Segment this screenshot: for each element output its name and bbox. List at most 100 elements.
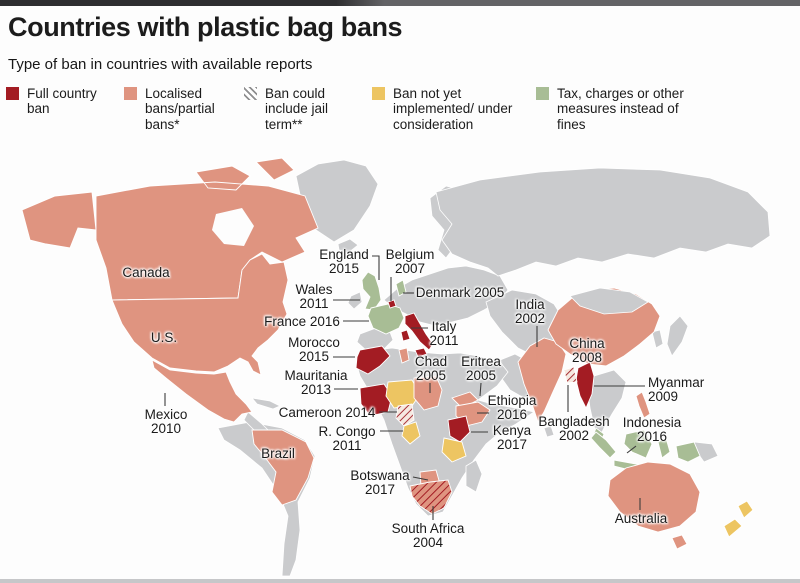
legend-label: Ban not yet implemented/ under considera… bbox=[393, 86, 513, 132]
country-tanzania bbox=[441, 437, 467, 463]
country-south-africa bbox=[409, 479, 453, 515]
country-label-year: 2002 bbox=[514, 311, 546, 327]
country-kenya bbox=[447, 415, 471, 443]
map-label-mauritania: Mauritania 2013 bbox=[284, 368, 348, 398]
map-label-england: England 2015 bbox=[319, 247, 369, 277]
map-label-china: China 2008 bbox=[569, 336, 605, 366]
country-label-name: R. Congo bbox=[318, 424, 376, 439]
country-label-name: U.S. bbox=[150, 330, 178, 345]
country-label-name: Denmark 2005 bbox=[415, 285, 505, 300]
full-ban-swatch-icon bbox=[6, 87, 19, 100]
map-label-australia: Australia bbox=[614, 511, 668, 526]
legend-item-jail-term: Ban could include jail term** bbox=[244, 86, 351, 132]
country-label-name: Chad bbox=[414, 354, 448, 369]
country-tunisia bbox=[398, 347, 410, 364]
legend: Full country ban Localised bans/partial … bbox=[0, 86, 800, 146]
country-label-name: Botswana bbox=[350, 468, 410, 483]
map-label-brazil: Brazil bbox=[261, 446, 295, 461]
country-label-year: 2011 bbox=[429, 333, 459, 349]
country-label-name: Mexico bbox=[144, 407, 188, 422]
map-label-south-africa: South Africa 2004 bbox=[392, 521, 465, 551]
country-label-name: England bbox=[319, 247, 369, 262]
map-label-morocco: Morocco 2015 bbox=[288, 335, 340, 365]
country-india bbox=[517, 337, 567, 424]
country-label-year: 2016 bbox=[496, 407, 528, 423]
country-label-year: 2005 bbox=[465, 368, 497, 384]
country-italy bbox=[400, 312, 434, 358]
country-label-name: Bangladesh bbox=[538, 414, 610, 429]
country-label-name: Indonesia bbox=[622, 415, 682, 430]
country-usa bbox=[111, 253, 289, 376]
page-subtitle: Type of ban in countries with available … bbox=[8, 56, 313, 73]
map-label-bangladesh: Bangladesh 2002 bbox=[538, 414, 610, 444]
bottom-bar bbox=[0, 579, 800, 583]
map-label-belgium: Belgium 2007 bbox=[385, 247, 435, 277]
map-label-canada: Canada bbox=[122, 265, 169, 280]
map-label-france: France 2016 bbox=[264, 314, 340, 329]
map-label-ethiopia: Ethiopia 2016 bbox=[488, 393, 537, 423]
country-denmark bbox=[395, 279, 407, 297]
legend-label: Tax, charges or other measures instead o… bbox=[557, 86, 684, 132]
country-label-year: 2011 bbox=[299, 296, 329, 312]
landmass-ireland bbox=[347, 291, 363, 310]
country-label-name: Wales bbox=[295, 282, 333, 297]
country-morocco bbox=[355, 345, 391, 375]
landmass-indochina bbox=[587, 369, 627, 442]
country-mexico bbox=[151, 359, 253, 423]
country-bangladesh bbox=[563, 366, 578, 384]
country-label-year: 2004 bbox=[412, 535, 444, 551]
country-myanmar bbox=[575, 361, 595, 410]
country-label-name: Australia bbox=[614, 511, 668, 526]
country-label-year: 2016 bbox=[636, 429, 668, 445]
country-brazil bbox=[251, 429, 315, 506]
map-label-kenya: Kenya 2017 bbox=[493, 423, 531, 453]
landmass-russia bbox=[435, 167, 771, 277]
landmass-madagascar bbox=[465, 459, 483, 493]
country-eritrea bbox=[451, 391, 479, 409]
highlighted-countries bbox=[21, 157, 754, 550]
map-label-italy: Italy 2011 bbox=[429, 319, 459, 349]
legend-label: Full country ban bbox=[27, 86, 97, 117]
country-label-year: 2015 bbox=[298, 349, 330, 365]
country-label-name: Belgium bbox=[385, 247, 435, 262]
map-label-botswana: Botswana 2017 bbox=[350, 468, 410, 498]
country-label-name: Cameroon 2014 bbox=[278, 405, 376, 420]
legend-item-tax-charges: Tax, charges or other measures instead o… bbox=[536, 86, 699, 132]
landmass-sri-lanka bbox=[543, 425, 555, 438]
country-label-name: France 2016 bbox=[264, 314, 340, 329]
map-label-eritrea: Eritrea 2005 bbox=[461, 354, 501, 384]
map-label-denmark: Denmark 2005 bbox=[415, 285, 505, 300]
country-label-year: 2011 bbox=[332, 438, 362, 454]
page-title: Countries with plastic bag bans bbox=[8, 12, 403, 42]
map-label-myanmar: Myanmar 2009 bbox=[648, 375, 704, 405]
country-label-year: 2017 bbox=[364, 482, 396, 498]
country-australia bbox=[607, 461, 701, 550]
legend-label: Localised bans/partial bans* bbox=[145, 86, 215, 132]
country-new-zealand bbox=[723, 500, 754, 538]
country-label-name: Brazil bbox=[261, 446, 295, 461]
tax-swatch-icon bbox=[536, 87, 549, 100]
map-label-indonesia: Indonesia 2016 bbox=[622, 415, 682, 445]
country-label-year: 2005 bbox=[415, 368, 447, 384]
localised-bans-swatch-icon bbox=[124, 87, 137, 100]
hatch-swatch-icon bbox=[244, 87, 257, 100]
landmass-mongolia bbox=[569, 287, 649, 315]
country-label-year: 2015 bbox=[328, 261, 360, 277]
pending-swatch-icon bbox=[372, 87, 385, 100]
country-philippines bbox=[635, 391, 651, 419]
country-label-name: Morocco bbox=[288, 335, 340, 350]
legend-label: Ban could include jail term** bbox=[265, 86, 329, 132]
country-label-year: 2008 bbox=[571, 350, 603, 366]
country-label-year: 2007 bbox=[394, 261, 426, 277]
country-label-year: 2013 bbox=[300, 382, 332, 398]
country-label-name: Mauritania bbox=[284, 368, 348, 383]
landmass-japan bbox=[666, 315, 689, 357]
country-label-name: China bbox=[569, 336, 605, 351]
landmass-iceland bbox=[337, 238, 359, 254]
country-uk bbox=[361, 271, 382, 311]
country-cameroon bbox=[395, 403, 415, 427]
map-label-cameroon: Cameroon 2014 bbox=[278, 405, 376, 420]
legend-item-localised-bans: Localised bans/partial bans* bbox=[124, 86, 239, 132]
